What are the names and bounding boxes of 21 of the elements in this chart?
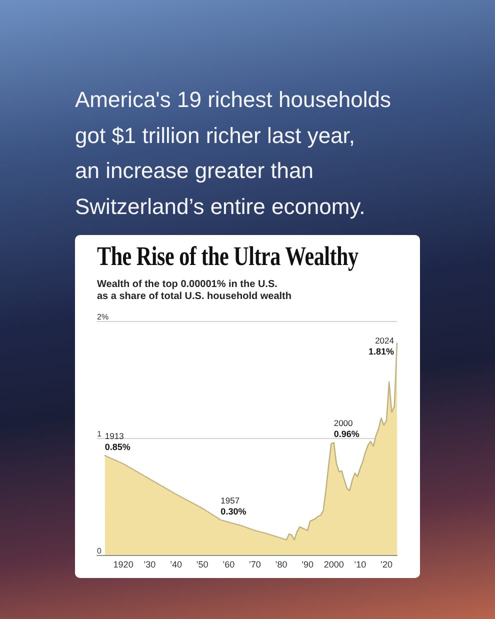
annotation: 2000 0.96% bbox=[334, 418, 360, 440]
x-tick-label: ’90 bbox=[302, 560, 314, 570]
y-tick-label: 1 bbox=[97, 430, 102, 438]
chart-title: The Rise of the Ultra Wealthy bbox=[97, 241, 358, 271]
x-tick-label: ’30 bbox=[144, 560, 156, 570]
chart-subtitle: Wealth of the top 0.00001% in the U.S. as a share of total U.S. household wealth bbox=[97, 279, 292, 303]
text: America's 19 richest households got $1 trillion richer last year, an increase greater than Switzerland’s entire economy. bbox=[75, 86, 392, 221]
y-tick-label: 2% bbox=[97, 312, 109, 322]
x-tick-label: ’40 bbox=[170, 560, 182, 570]
x-tick-label: ’80 bbox=[275, 560, 288, 570]
x-tick-label: 2000 bbox=[324, 560, 344, 570]
annotation: 1913 0.85% bbox=[104, 431, 130, 452]
annotation: 1957 0.30% bbox=[220, 495, 246, 516]
x-tick-label: ’10 bbox=[354, 560, 366, 570]
x-tick-label: ’70 bbox=[248, 560, 261, 570]
annotation: 2024 1.81% bbox=[368, 336, 394, 357]
x-tick-label: ’50 bbox=[196, 560, 208, 570]
x-tick-label: ’20 bbox=[380, 560, 392, 570]
y-tick-label: 0 bbox=[97, 546, 102, 556]
x-tick-label: 1920 bbox=[113, 560, 134, 570]
x-tick-label: ’60 bbox=[222, 560, 235, 570]
